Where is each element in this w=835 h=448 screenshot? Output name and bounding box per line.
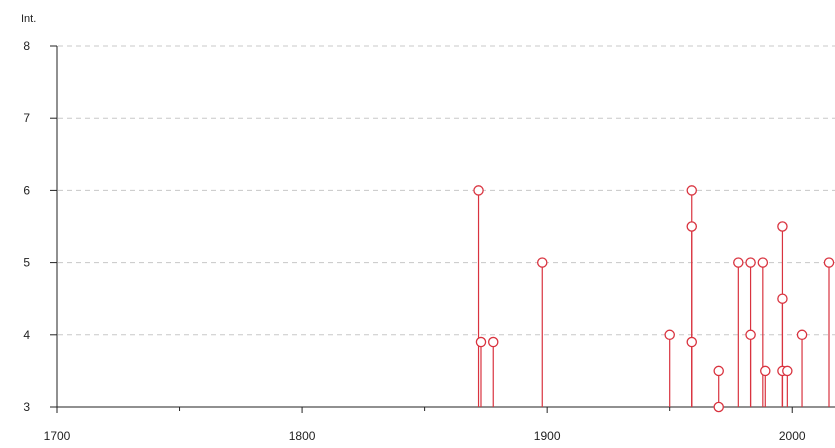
x-tick-label-1700: 1700	[44, 429, 71, 443]
data-point-18[interactable]	[782, 365, 793, 377]
data-point-20[interactable]	[823, 257, 835, 268]
x-tick-label-1900: 1900	[534, 429, 561, 443]
stems	[477, 190, 830, 407]
data-point-14[interactable]	[760, 365, 771, 377]
data-point-13[interactable]	[757, 257, 769, 268]
gridlines	[58, 45, 835, 336]
y-tick-label-3: 3	[23, 400, 30, 414]
data-point-12[interactable]	[745, 329, 756, 341]
data-point-19[interactable]	[796, 329, 808, 341]
data-point-9[interactable]	[713, 401, 724, 413]
data-point-3[interactable]	[537, 257, 548, 268]
data-point-6[interactable]	[686, 221, 698, 232]
tick-labels: 3 4 5 6 7 8 Int. 1700 1800 1900 2000	[21, 13, 806, 443]
x-tick-label-2000: 2000	[779, 429, 806, 443]
x-tick-label-1800: 1800	[289, 429, 316, 443]
y-tick-label-5: 5	[23, 256, 30, 270]
y-axis-title: Int.	[21, 13, 36, 25]
y-tick-label-4: 4	[23, 328, 30, 342]
data-point-1[interactable]	[475, 336, 487, 348]
y-tick-label-7: 7	[23, 111, 30, 125]
data-points	[473, 185, 835, 413]
y-tick-label-8: 8	[23, 39, 30, 53]
data-point-5[interactable]	[686, 185, 698, 196]
data-point-7[interactable]	[686, 336, 698, 348]
data-point-11[interactable]	[745, 257, 756, 268]
y-tick-label-6: 6	[23, 183, 30, 197]
data-point-2[interactable]	[487, 336, 499, 348]
data-point-15[interactable]	[777, 221, 788, 232]
data-point-16[interactable]	[777, 293, 788, 304]
data-point-10[interactable]	[733, 257, 744, 268]
data-point-8[interactable]	[713, 365, 724, 377]
axes	[50, 45, 835, 413]
data-point-4[interactable]	[664, 329, 675, 341]
data-point-0[interactable]	[473, 185, 484, 196]
